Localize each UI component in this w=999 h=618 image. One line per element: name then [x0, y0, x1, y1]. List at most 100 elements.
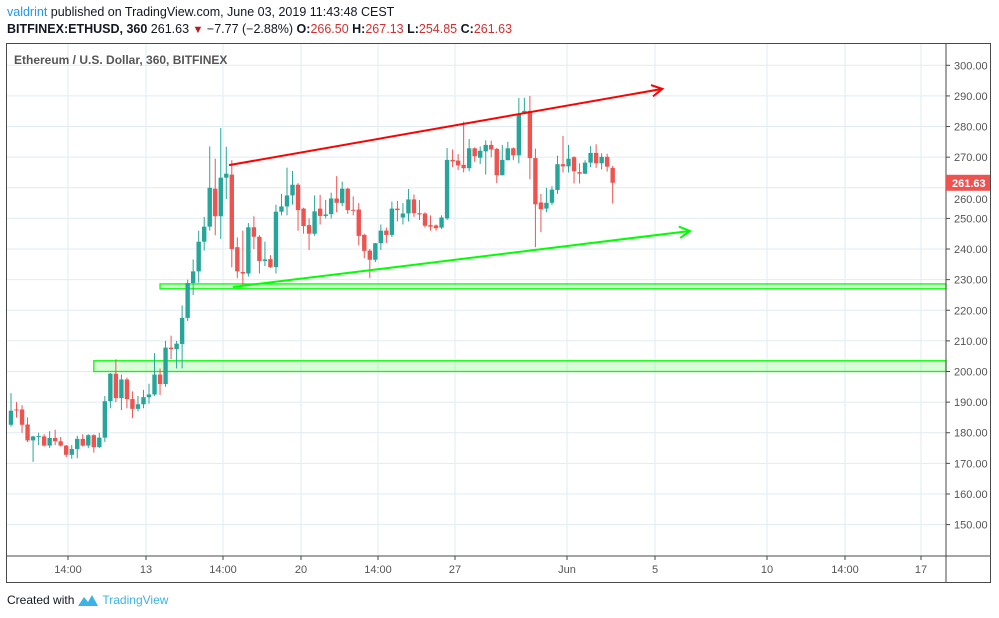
candle-body	[246, 227, 251, 274]
candle-body	[257, 236, 262, 261]
candle-body	[560, 164, 566, 167]
candle-body	[301, 208, 306, 227]
candle-body	[86, 435, 91, 446]
price-change: −7.77 (−2.88%)	[206, 22, 294, 36]
candle-body	[610, 167, 615, 183]
price-tick-label: 220.00	[954, 305, 988, 317]
candle-body	[544, 202, 549, 209]
price-tick-label: 200.00	[954, 367, 988, 379]
candle-body	[362, 234, 367, 251]
candle-body	[168, 347, 174, 350]
candle-body	[588, 152, 593, 163]
candle-body	[400, 213, 406, 218]
support-zone	[93, 360, 947, 373]
candle-body	[367, 250, 372, 260]
candle-body	[179, 317, 185, 344]
candle-body	[58, 441, 63, 446]
candle-body	[273, 211, 279, 268]
candle-body	[75, 438, 80, 449]
publish-info: valdrint published on TradingView.com, J…	[7, 5, 394, 19]
low-label: L:	[407, 22, 419, 36]
time-tick-label: 5	[652, 564, 658, 576]
candle-body	[428, 225, 433, 227]
candle-body	[395, 208, 400, 211]
candle-body	[356, 209, 361, 236]
candle-body	[141, 397, 146, 405]
candle-body	[571, 157, 577, 172]
price-tick-label: 210.00	[954, 336, 988, 348]
candle-body	[284, 195, 290, 207]
candle-body	[500, 159, 505, 176]
price-tick-label: 300.00	[954, 60, 988, 72]
candle-body	[378, 230, 384, 244]
candle-body	[461, 164, 466, 169]
candle-body	[185, 283, 190, 318]
candle-body	[295, 184, 301, 211]
candle-body	[494, 148, 499, 176]
candle-body	[577, 172, 582, 174]
candle-body	[290, 184, 295, 196]
candle-body	[196, 241, 201, 272]
candle-body	[439, 217, 444, 228]
candle-body	[511, 148, 516, 156]
candle-body	[411, 199, 417, 214]
candle-body	[593, 152, 599, 164]
time-tick-label: 10	[761, 564, 773, 576]
time-tick-label: 14:00	[209, 564, 237, 576]
candle-body	[345, 188, 350, 211]
candle-body	[433, 225, 439, 229]
arrowhead-icon	[650, 84, 665, 98]
candle-body	[64, 445, 69, 455]
candle-body	[582, 162, 588, 174]
candle-body	[306, 225, 312, 234]
candle-body	[533, 158, 538, 205]
time-tick-label: 27	[449, 564, 461, 576]
price-tick-label: 180.00	[954, 428, 988, 440]
trend-line	[228, 87, 663, 167]
candle-body	[91, 435, 96, 448]
time-tick-label: Jun	[558, 564, 576, 576]
candle-body	[14, 409, 19, 411]
price-tick-label: 240.00	[954, 244, 988, 256]
symbol-info: BITFINEX:ETHUSD, 360 261.63 ▼ −7.77 (−2.…	[7, 22, 512, 36]
open-label: O:	[296, 22, 311, 36]
candle-body	[312, 211, 317, 234]
price-tick-label: 250.00	[954, 213, 988, 225]
candle-body	[69, 448, 74, 455]
price-tick-label: 230.00	[954, 275, 988, 287]
candle-body	[466, 148, 472, 169]
price-tick-label: 190.00	[954, 397, 988, 409]
candle-body	[25, 424, 30, 441]
price-tick-label: 270.00	[954, 152, 988, 164]
candle-body	[218, 177, 223, 217]
last-price-tag	[946, 174, 990, 191]
trend-line	[232, 229, 691, 288]
arrowhead-icon	[678, 225, 693, 239]
time-tick-label: 14:00	[364, 564, 392, 576]
candle-body	[527, 110, 533, 159]
candle-body	[152, 374, 157, 395]
time-tick-label: 17	[915, 564, 927, 576]
candle-body	[146, 394, 152, 398]
candle-body	[389, 208, 395, 235]
candle-body	[538, 202, 544, 210]
candle-body	[489, 144, 494, 150]
candle-body	[317, 208, 323, 216]
candle-body	[113, 373, 119, 399]
candle-body	[472, 148, 477, 157]
candle-body	[444, 159, 450, 219]
candle-body	[52, 437, 58, 442]
price-tick-label: 260.00	[954, 194, 988, 206]
time-tick-label: 14:00	[54, 564, 82, 576]
candle-body	[262, 259, 268, 261]
symbol: BITFINEX:ETHUSD, 360	[7, 22, 148, 36]
author-link[interactable]: valdrint	[7, 5, 48, 19]
candle-body	[555, 164, 560, 190]
candle-body	[599, 156, 604, 164]
candle-body	[8, 410, 14, 425]
price-tick-label: 160.00	[954, 489, 988, 501]
tradingview-link[interactable]: TradingView	[102, 593, 169, 607]
candle-body	[240, 271, 246, 274]
support-zone	[159, 283, 947, 290]
